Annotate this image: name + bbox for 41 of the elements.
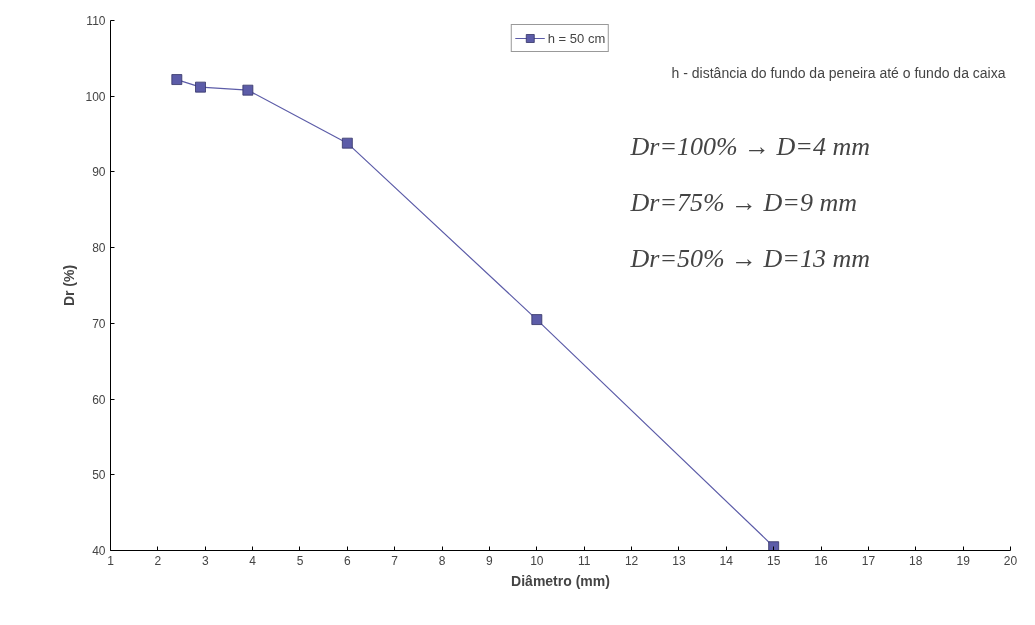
x-tick-label: 14 bbox=[719, 553, 734, 568]
point bbox=[242, 84, 254, 96]
x-tick-label: 17 bbox=[861, 553, 876, 568]
x-axis-title: Diâmetro (mm) bbox=[511, 572, 610, 589]
annotation: Dr=50% → D=13 mm bbox=[629, 243, 870, 273]
x-tick-label: 18 bbox=[909, 553, 923, 568]
x-tick-label: 19 bbox=[956, 553, 971, 568]
point bbox=[195, 81, 206, 93]
x-tick-label: 2 bbox=[154, 553, 162, 568]
x-tick-label: 9 bbox=[486, 553, 494, 568]
annotation: h - distância do fundo da peneira até o fundo da caixa bbox=[671, 64, 1006, 81]
x-tick-label: 4 bbox=[249, 553, 257, 568]
y-tick-label: 60 bbox=[92, 392, 106, 407]
x-tick-label: 7 bbox=[391, 553, 399, 568]
y-tick-label: 110 bbox=[86, 14, 106, 28]
x-tick-label: 6 bbox=[344, 553, 352, 568]
annotation: Dr=100% → D=4 mm bbox=[629, 131, 870, 161]
x-tick-label: 1 bbox=[107, 553, 115, 568]
x-tick-label: 3 bbox=[201, 553, 209, 568]
x-tick-label: 13 bbox=[672, 553, 686, 568]
y-tick-label: 100 bbox=[85, 89, 106, 104]
x-tick-label: 20 bbox=[1003, 553, 1018, 568]
point bbox=[341, 137, 353, 149]
point bbox=[171, 74, 183, 85]
x-tick-label: 5 bbox=[296, 553, 304, 568]
legend-label: h = 50 cm bbox=[547, 30, 606, 46]
x-tick-label: 11 bbox=[577, 553, 591, 568]
x-tick-label: 10 bbox=[530, 553, 544, 568]
y-tick-label: 80 bbox=[92, 241, 106, 256]
x-tick-label: 12 bbox=[624, 553, 639, 568]
y-tick-label: 40 bbox=[92, 544, 106, 558]
x-tick-label: 16 bbox=[814, 553, 829, 568]
y-tick-label: 70 bbox=[92, 316, 106, 331]
annotation: Dr=75% → D=9 mm bbox=[629, 187, 857, 217]
point bbox=[531, 314, 543, 325]
point bbox=[768, 541, 780, 551]
y-tick-label: 90 bbox=[92, 165, 106, 180]
x-tick-label: 15 bbox=[766, 553, 781, 568]
y-axis-title: Dr (%) bbox=[61, 264, 78, 307]
x-tick-label: 8 bbox=[438, 553, 446, 568]
y-tick-label: 50 bbox=[92, 468, 106, 483]
